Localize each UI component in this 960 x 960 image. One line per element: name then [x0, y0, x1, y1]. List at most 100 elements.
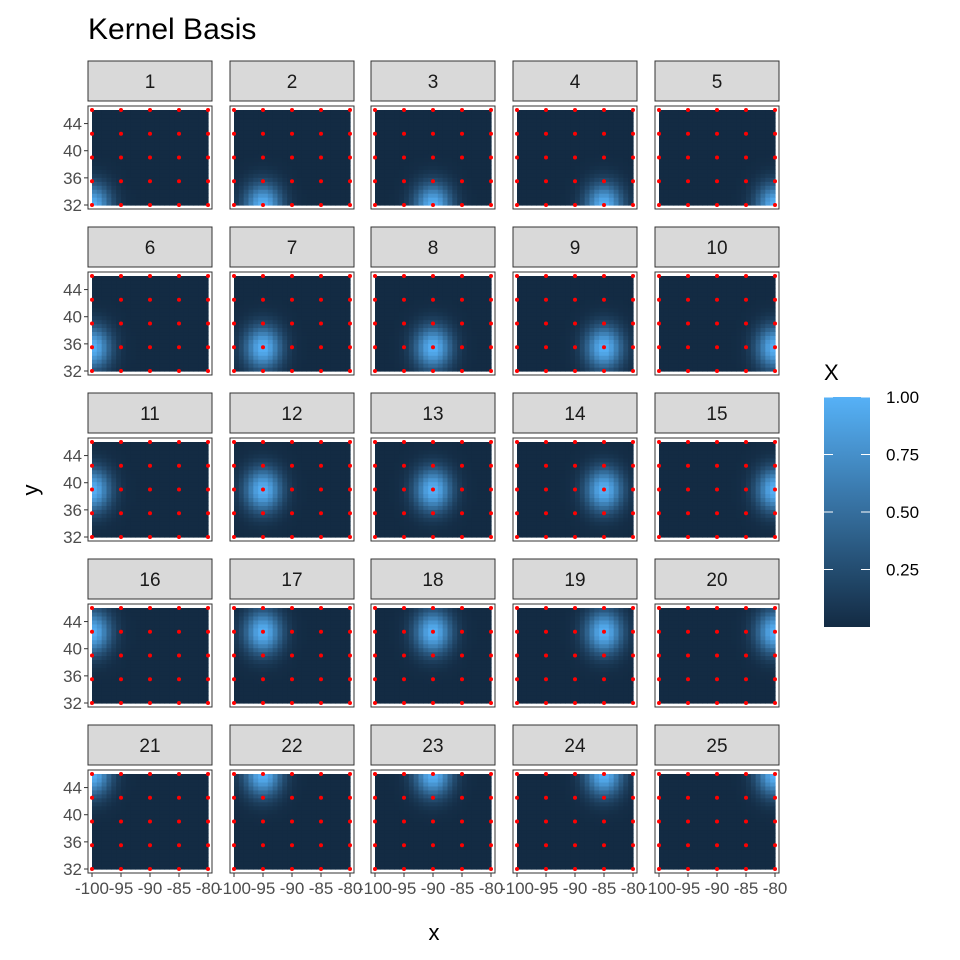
heatmap-tile — [330, 141, 337, 147]
heatmap-tile — [92, 367, 98, 372]
heatmap-tile — [375, 145, 381, 151]
heatmap-tile — [462, 110, 468, 115]
heatmap-tile — [604, 121, 610, 127]
heatmap-tile — [697, 149, 704, 155]
heatmap-tile — [517, 295, 523, 301]
heatmap-tile — [272, 181, 279, 186]
heatmap-tile — [452, 137, 458, 143]
heatmap-tile — [238, 121, 245, 127]
heatmap-tile — [452, 319, 458, 325]
heatmap-tile — [375, 173, 381, 178]
heatmap-tile — [447, 343, 453, 348]
heatmap-tile — [193, 343, 199, 348]
heatmap-tile — [335, 335, 341, 340]
heatmap-tile — [174, 197, 180, 202]
heatmap-tile — [321, 299, 327, 305]
heatmap-tile — [697, 153, 704, 159]
heatmap-tile — [92, 339, 98, 344]
heatmap-tile — [688, 121, 694, 127]
heatmap-tile — [116, 323, 122, 329]
heatmap-tile — [555, 169, 562, 174]
heatmap-tile — [471, 189, 478, 194]
heatmap-tile — [335, 287, 341, 293]
heatmap-tile — [130, 295, 137, 301]
heatmap-tile — [702, 149, 708, 155]
heatmap-tile — [389, 133, 395, 139]
heatmap-tile — [272, 141, 279, 147]
heatmap-tile — [379, 181, 386, 186]
heatmap-tile — [678, 157, 684, 163]
heatmap-tile — [101, 331, 108, 336]
heatmap-tile — [550, 137, 557, 143]
heatmap-tile — [536, 339, 542, 344]
heatmap-tile — [183, 343, 190, 348]
heatmap-tile — [316, 311, 322, 317]
heatmap-tile — [531, 110, 537, 115]
heatmap-tile — [481, 319, 487, 325]
heatmap-tile — [399, 327, 405, 333]
heatmap-tile — [521, 303, 528, 309]
heatmap-tile — [375, 347, 381, 352]
heatmap-tile — [340, 161, 346, 167]
heatmap-tile — [604, 141, 610, 147]
heatmap-tile — [243, 117, 250, 123]
heatmap-tile — [462, 185, 468, 190]
heatmap-tile — [589, 169, 595, 174]
heatmap-tile — [130, 193, 137, 198]
heatmap-tile — [316, 319, 322, 325]
heatmap-tile — [296, 137, 303, 143]
heatmap-tile — [179, 327, 185, 333]
heatmap-tile — [345, 279, 351, 285]
heatmap-tile — [447, 125, 453, 131]
heatmap-tile — [433, 319, 439, 325]
knot-point — [744, 131, 748, 136]
heatmap-tile — [198, 181, 204, 186]
heatmap-tile — [130, 311, 137, 317]
heatmap-tile — [457, 359, 463, 364]
heatmap-tile — [462, 323, 468, 329]
heatmap-tile — [188, 177, 195, 182]
heatmap-tile — [174, 323, 180, 329]
heatmap-tile — [599, 133, 605, 139]
heatmap-tile — [584, 153, 591, 159]
heatmap-tile — [623, 177, 629, 182]
heatmap-tile — [413, 279, 420, 285]
knot-point — [460, 155, 464, 160]
heatmap-tile — [92, 125, 98, 131]
heatmap-tile — [292, 153, 298, 159]
heatmap-tile — [330, 327, 337, 333]
heatmap-tile — [452, 299, 458, 305]
heatmap-tile — [770, 177, 776, 182]
heatmap-tile — [345, 331, 351, 336]
heatmap-tile — [599, 181, 605, 186]
heatmap-tile — [193, 137, 199, 143]
heatmap-tile — [565, 197, 571, 202]
heatmap-tile — [379, 311, 386, 317]
heatmap-tile — [321, 351, 327, 356]
heatmap-tile — [521, 153, 528, 159]
heatmap-tile — [399, 307, 405, 313]
heatmap-tile — [712, 129, 718, 135]
heatmap-tile — [174, 335, 180, 340]
heatmap-tile — [188, 276, 195, 281]
heatmap-tile — [121, 129, 127, 135]
heatmap-tile — [394, 339, 400, 344]
heatmap-tile — [96, 181, 103, 186]
heatmap-tile — [159, 121, 166, 127]
heatmap-tile — [452, 153, 458, 159]
heatmap-tile — [287, 165, 293, 170]
heatmap-tile — [111, 177, 117, 182]
heatmap-tile — [394, 291, 400, 297]
heatmap-tile — [428, 149, 434, 155]
heatmap-tile — [292, 311, 298, 317]
heatmap-tile — [145, 117, 151, 123]
knot-point — [402, 297, 406, 302]
heatmap-tile — [550, 149, 557, 155]
heatmap-tile — [335, 295, 341, 301]
heatmap-tile — [179, 173, 185, 178]
heatmap-tile — [668, 149, 675, 155]
heatmap-tile — [457, 153, 463, 159]
heatmap-tile — [287, 363, 293, 368]
heatmap-tile — [521, 113, 528, 119]
heatmap-tile — [292, 367, 298, 372]
